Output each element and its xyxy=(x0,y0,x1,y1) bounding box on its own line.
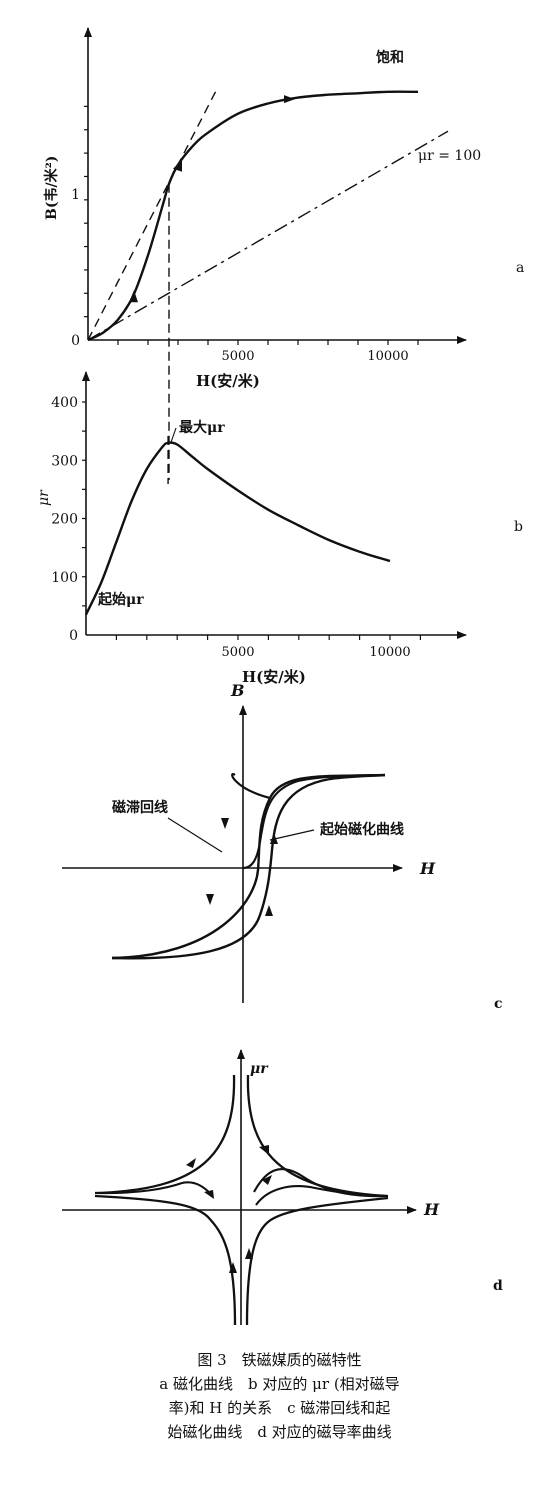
mu-curve-lower-left xyxy=(94,1194,237,1326)
loop-arrow-up-lower-right xyxy=(265,905,273,916)
hysteresis-loop-upper-shoulder xyxy=(231,773,271,800)
mu-arrow-4 xyxy=(229,1262,237,1273)
panel-label-c: c xyxy=(494,996,503,1012)
mu-curve-initial xyxy=(255,1185,389,1206)
caption-title: 图 3 铁磁媒质的磁特性 xyxy=(197,1351,362,1369)
leader-line-initial-curve xyxy=(269,829,315,841)
chart-a-y-tick-label: 0 xyxy=(71,333,80,349)
chart-b-x-tick-label: 5000 xyxy=(221,645,254,660)
caption-line-2: 率)和 H 的关系 c 磁滞回线和起 xyxy=(168,1399,391,1417)
chart-a-x-tick-label: 10000 xyxy=(367,349,408,364)
chart-d-y-axis-label: μr xyxy=(250,1061,269,1077)
chart-b-y-tick-label: 100 xyxy=(51,570,78,586)
chart-b-series-curve xyxy=(84,441,391,616)
leader-line-hysteresis xyxy=(167,817,223,853)
mu-curve-upper-right xyxy=(246,1074,389,1198)
chart-c-y-axis-label: B xyxy=(230,681,245,700)
chart-a-annotation-saturation: 饱和 xyxy=(376,49,404,66)
chart-b-y-tick-label: 300 xyxy=(51,453,78,469)
initial-magnetization-curve xyxy=(242,773,386,870)
loop-arrow-down-upper xyxy=(221,818,229,829)
chart-b-annotation-initial-mu: 起始μr xyxy=(97,591,144,608)
chart-c-x-axis-label: H xyxy=(419,859,436,878)
chart-a-y-axis-label: B(韦/米²) xyxy=(43,156,60,220)
chart-a-y-tick-label: 1 xyxy=(71,187,80,203)
chart-d-x-axis-label: H xyxy=(423,1200,440,1219)
panel-label-d: d xyxy=(493,1278,503,1294)
mu-arrow-2 xyxy=(259,1145,269,1155)
mu-curve-right-bump xyxy=(253,1167,389,1198)
caption-line-3: 始磁化曲线 d 对应的磁导率曲线 xyxy=(167,1423,392,1441)
mu-curve-left-bump xyxy=(94,1181,213,1196)
chart-a: 01 5000 10000 H(安/米) B(韦/米²) 饱和 μr = 100 … xyxy=(43,27,524,480)
chart-a-series-curve xyxy=(87,90,419,342)
chart-a-annotation-mu-100: μr = 100 xyxy=(418,148,481,164)
chart-b-y-axis-label: μr xyxy=(36,489,52,506)
chart-b-max-leader xyxy=(170,427,177,443)
chart-a-curve-arrow-2 xyxy=(173,159,182,172)
chart-b-y-tick-label: 400 xyxy=(51,395,78,411)
chart-a-x-axis-label: H(安/米) xyxy=(196,372,260,390)
panel-label-b: b xyxy=(514,519,523,535)
mu-arrow-3 xyxy=(262,1175,272,1185)
mu-arrow-6 xyxy=(204,1190,214,1199)
chart-b-x-axis-label: H(安/米) xyxy=(242,668,306,686)
figure-caption: 图 3 铁磁媒质的磁特性 a 磁化曲线 b 对应的 μr (相对磁导 率)和 H… xyxy=(0,1348,559,1444)
chart-a-curve-arrow-3 xyxy=(284,95,295,104)
chart-d: μr H d xyxy=(62,1049,503,1326)
mu-curve-lower-right xyxy=(245,1196,389,1326)
chart-a-curve-arrow-1 xyxy=(129,290,138,303)
loop-arrow-down-lower xyxy=(206,894,214,905)
chart-a-mu-100-line xyxy=(87,130,449,341)
chart-c-annotation-initial-curve: 起始磁化曲线 xyxy=(319,821,404,838)
chart-c: B H 磁滞回线 起始磁化曲线 c xyxy=(62,681,503,1012)
chart-b-x-tick-label: 10000 xyxy=(369,645,410,660)
chart-a-x-tick-label: 5000 xyxy=(221,349,254,364)
chart-c-annotation-hysteresis: 磁滞回线 xyxy=(112,799,168,816)
mu-arrow-1 xyxy=(186,1158,196,1168)
chart-a-tangent-line xyxy=(87,88,218,341)
caption-line-1: a 磁化曲线 b 对应的 μr (相对磁导 xyxy=(159,1375,400,1393)
chart-b-annotation-max-mu: 最大μr xyxy=(179,419,225,436)
chart-b-y-tick-label: 0 xyxy=(69,628,78,644)
panel-label-a: a xyxy=(516,260,524,276)
chart-b: 0 100 200 300 400 5000 10000 H(安/米) μr 最大μr 起… xyxy=(36,371,523,686)
hysteresis-loop-lower-branch xyxy=(111,773,386,960)
chart-b-y-tick-label: 200 xyxy=(51,512,78,528)
mu-curve-upper-left xyxy=(94,1074,236,1195)
mu-arrow-5 xyxy=(245,1248,253,1259)
